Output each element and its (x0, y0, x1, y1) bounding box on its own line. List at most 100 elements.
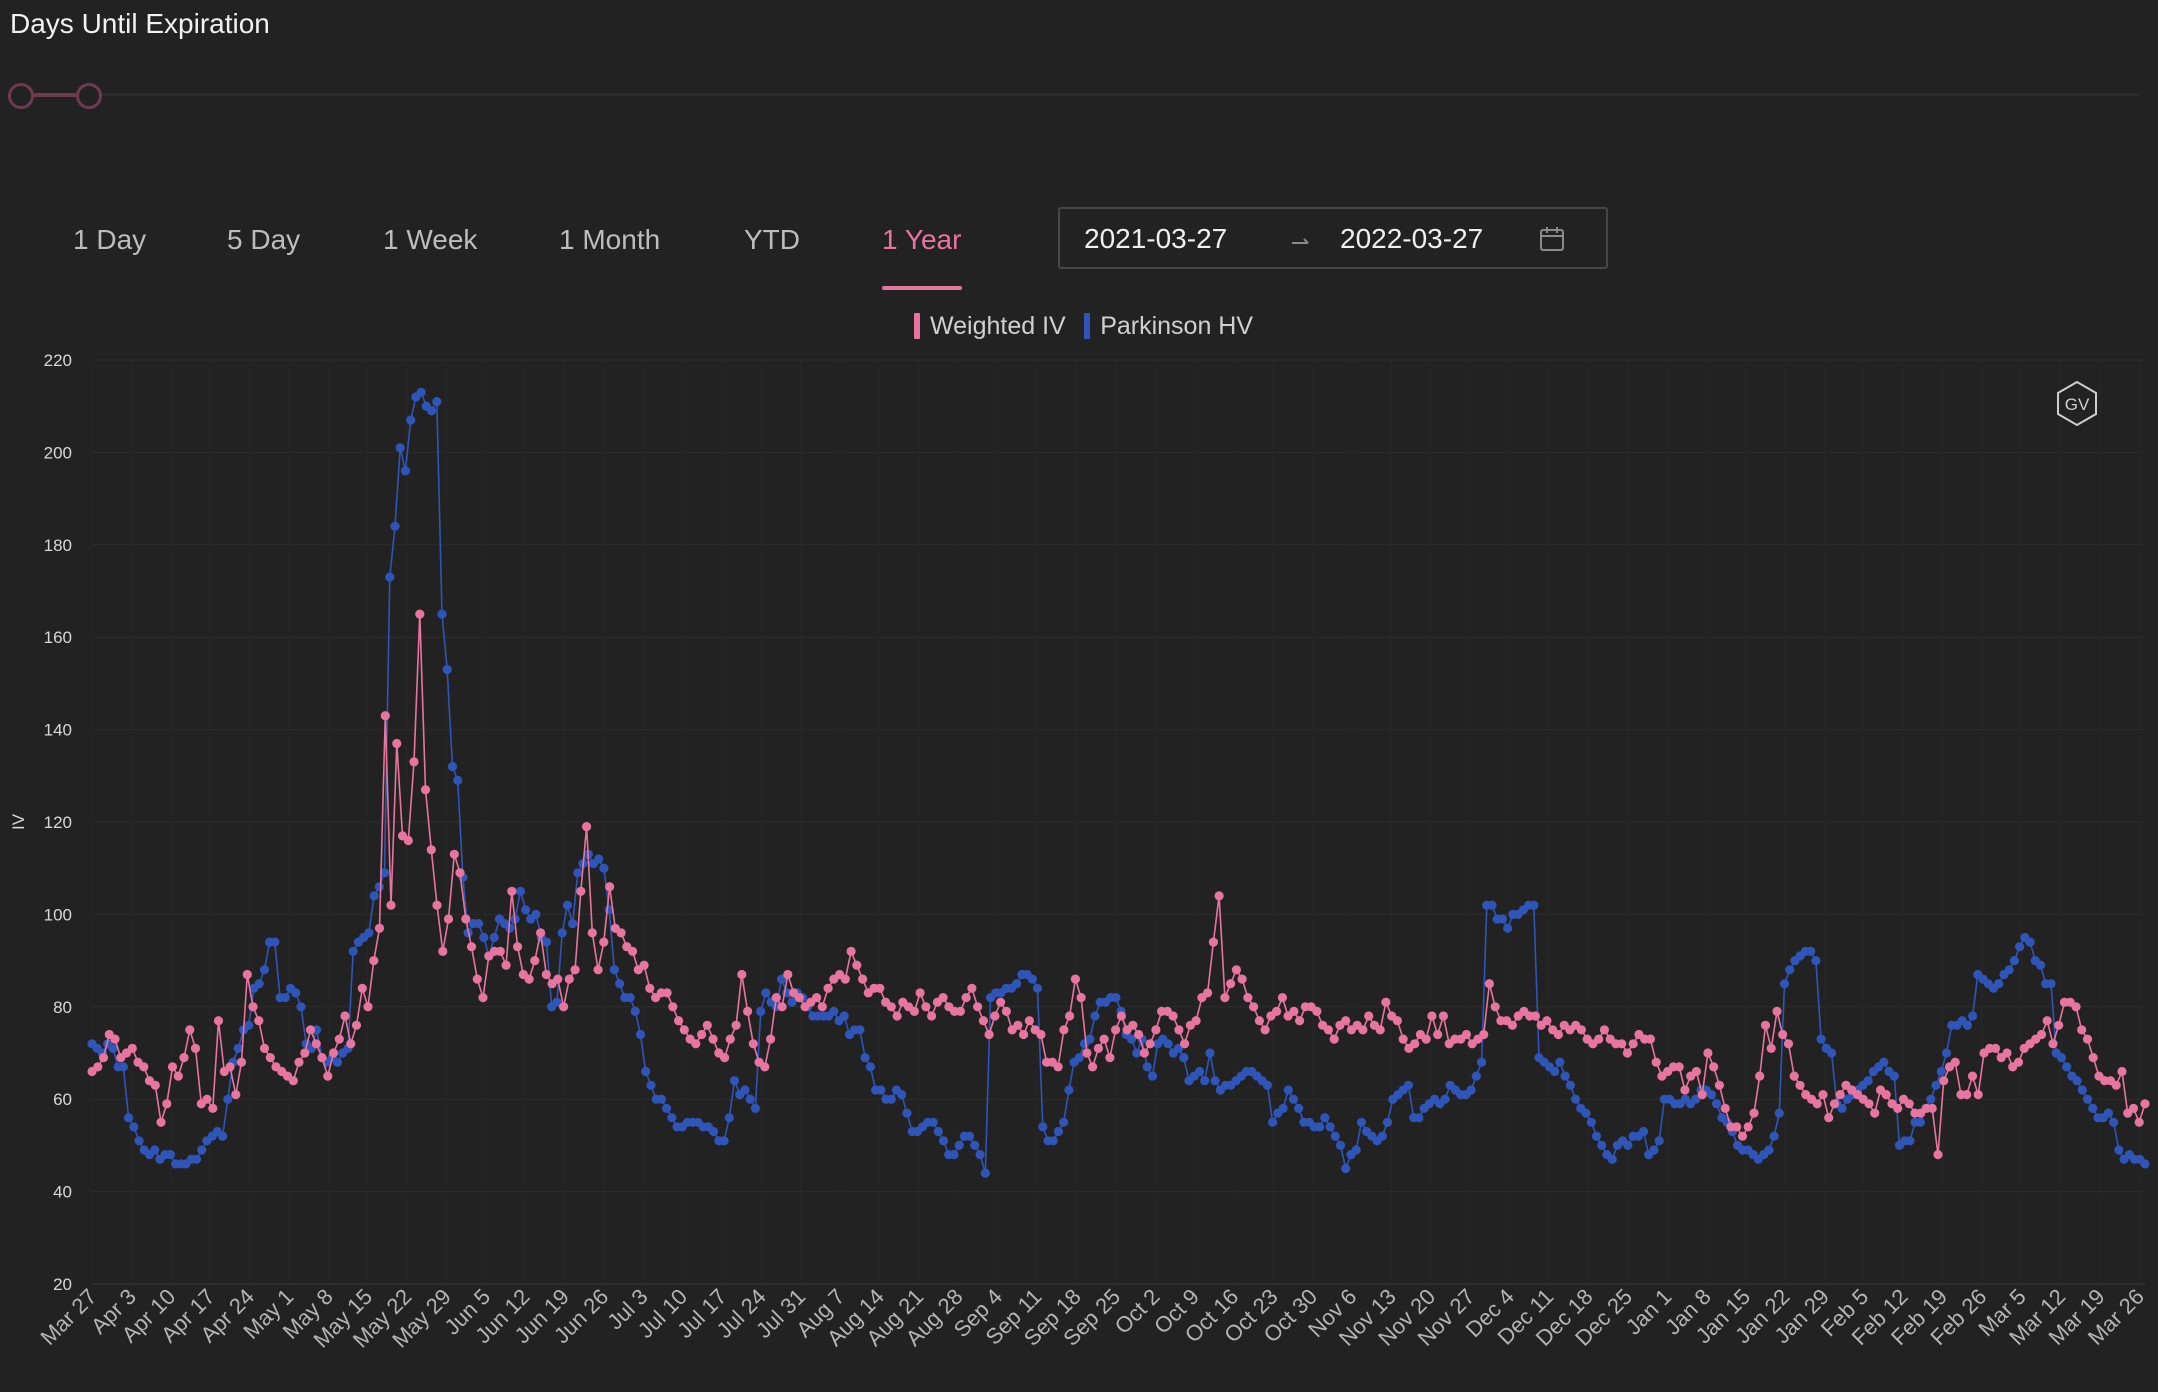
data-point[interactable] (1487, 900, 1497, 910)
data-point[interactable] (108, 1043, 118, 1053)
data-point[interactable] (386, 900, 396, 910)
tab-1-day[interactable]: 1 Day (73, 224, 147, 255)
data-point[interactable] (1714, 1080, 1724, 1090)
data-point[interactable] (173, 1071, 183, 1081)
data-point[interactable] (2134, 1117, 2144, 1127)
data-point[interactable] (478, 993, 488, 1003)
data-point[interactable] (570, 965, 580, 975)
data-point[interactable] (2004, 965, 2014, 975)
data-point[interactable] (346, 1039, 356, 1049)
data-point[interactable] (1594, 1034, 1604, 1044)
data-point[interactable] (1294, 1103, 1304, 1113)
data-point[interactable] (927, 1011, 937, 1021)
data-point[interactable] (515, 886, 526, 896)
data-point[interactable] (1622, 1048, 1632, 1058)
data-point[interactable] (564, 974, 574, 984)
data-point[interactable] (1147, 1071, 1158, 1081)
data-point[interactable] (1905, 1136, 1915, 1146)
data-point[interactable] (1208, 937, 1218, 947)
data-point[interactable] (1414, 1113, 1424, 1123)
tab-1-year[interactable]: 1 Year (882, 224, 962, 255)
data-point[interactable] (265, 1053, 275, 1063)
data-point[interactable] (1272, 1006, 1282, 1017)
data-point[interactable] (750, 1103, 761, 1113)
data-point[interactable] (817, 1002, 827, 1012)
data-point[interactable] (379, 868, 390, 878)
data-point[interactable] (118, 1062, 128, 1072)
data-point[interactable] (1591, 1131, 1602, 1141)
data-point[interactable] (242, 969, 252, 980)
data-point[interactable] (1778, 1029, 1788, 1040)
data-point[interactable] (530, 956, 540, 966)
data-point[interactable] (1295, 1016, 1305, 1026)
data-point[interactable] (1743, 1122, 1753, 1132)
data-point[interactable] (1268, 1117, 1278, 1127)
data-point[interactable] (124, 1113, 134, 1123)
data-point[interactable] (1064, 1085, 1074, 1095)
data-point[interactable] (2077, 1085, 2087, 1095)
data-point[interactable] (709, 1126, 719, 1137)
data-point[interactable] (179, 1053, 189, 1063)
data-point[interactable] (1421, 1034, 1431, 1044)
data-point[interactable] (2103, 1108, 2113, 1118)
data-point[interactable] (2111, 1080, 2121, 1090)
data-point[interactable] (1048, 1136, 1058, 1146)
data-point[interactable] (1560, 1071, 1570, 1081)
data-point[interactable] (639, 960, 649, 970)
data-point[interactable] (731, 1020, 741, 1030)
data-point[interactable] (852, 960, 862, 970)
data-point[interactable] (1829, 1099, 1840, 1109)
data-point[interactable] (1351, 1145, 1361, 1155)
data-point[interactable] (933, 1126, 943, 1137)
data-point[interactable] (1375, 1025, 1385, 1035)
data-point[interactable] (1220, 993, 1230, 1003)
data-point[interactable] (1288, 1094, 1299, 1104)
data-point[interactable] (2048, 1039, 2058, 1049)
data-point[interactable] (416, 387, 426, 397)
data-point[interactable] (2025, 937, 2035, 947)
data-point[interactable] (129, 1122, 139, 1132)
data-point[interactable] (110, 1034, 120, 1044)
data-point[interactable] (1471, 1071, 1481, 1081)
data-point[interactable] (1440, 1094, 1450, 1104)
data-point[interactable] (1811, 956, 1821, 966)
data-point[interactable] (1703, 1048, 1713, 1058)
data-point[interactable] (1806, 946, 1816, 957)
data-point[interactable] (980, 1168, 990, 1178)
data-point[interactable] (667, 1113, 677, 1123)
data-point[interactable] (875, 983, 885, 993)
data-point[interactable] (472, 974, 482, 984)
data-point[interactable] (1950, 1057, 1960, 1067)
data-point[interactable] (1032, 983, 1043, 993)
data-point[interactable] (1879, 1057, 1889, 1067)
data-point[interactable] (973, 1002, 983, 1012)
data-point[interactable] (1772, 1006, 1782, 1017)
data-point[interactable] (1315, 1122, 1325, 1132)
data-point[interactable] (697, 1029, 707, 1040)
data-point[interactable] (311, 1039, 321, 1049)
data-point[interactable] (766, 1034, 776, 1044)
data-point[interactable] (662, 1103, 672, 1113)
data-point[interactable] (996, 997, 1006, 1007)
data-point[interactable] (1927, 1103, 1937, 1113)
data-point[interactable] (1779, 979, 1790, 989)
data-point[interactable] (1013, 1020, 1023, 1030)
data-point[interactable] (1059, 1025, 1069, 1035)
legend-item-weighted-iv[interactable]: Weighted IV (914, 312, 1066, 341)
tab-5-day[interactable]: 5 Day (227, 224, 301, 255)
data-point[interactable] (541, 969, 551, 980)
data-point[interactable] (1994, 979, 2004, 989)
data-point[interactable] (185, 1025, 195, 1035)
tab-1-week[interactable]: 1 Week (383, 224, 478, 255)
data-point[interactable] (1163, 1039, 1173, 1049)
data-point[interactable] (1341, 1163, 1351, 1174)
data-point[interactable] (1059, 1117, 1069, 1127)
data-point[interactable] (1105, 1053, 1115, 1063)
start-date-input[interactable]: 2021-03-27 (1084, 223, 1228, 254)
gv-badge[interactable]: GV (2057, 380, 2097, 427)
data-point[interactable] (599, 937, 609, 947)
data-point[interactable] (1477, 1057, 1487, 1067)
data-point[interactable] (1438, 1011, 1448, 1021)
data-point[interactable] (1674, 1062, 1684, 1072)
data-point[interactable] (1038, 1122, 1048, 1132)
